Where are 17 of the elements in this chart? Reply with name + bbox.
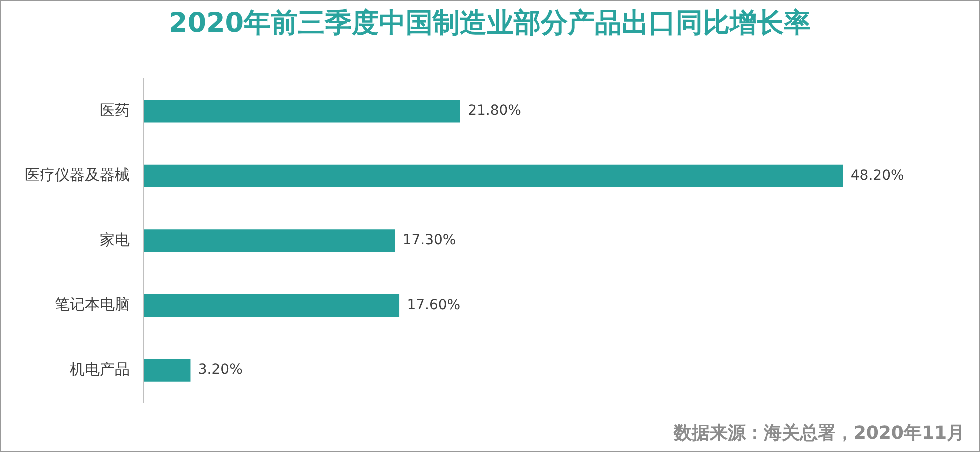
data-label: 17.30% <box>402 232 456 249</box>
y-tick-label: 医疗仪器及器械 <box>25 166 130 184</box>
bar <box>144 100 460 123</box>
chart-title: 2020年前三季度中国制造业部分产品出口同比增长率 <box>168 7 812 41</box>
data-label: 48.20% <box>850 168 904 184</box>
bar <box>144 294 400 318</box>
bar <box>144 359 191 382</box>
y-tick-label: 机电产品 <box>70 360 130 378</box>
y-tick-label: 医药 <box>100 101 130 120</box>
source-note: 数据来源：海关总署，2020年11月 <box>674 422 965 445</box>
data-label: 17.60% <box>407 297 461 314</box>
data-label: 3.20% <box>198 362 243 378</box>
bar <box>144 230 396 252</box>
bar <box>144 164 844 188</box>
y-tick-label: 家电 <box>100 230 130 249</box>
y-tick-label: 笔记本电脑 <box>55 296 130 314</box>
data-label: 21.80% <box>468 103 522 120</box>
